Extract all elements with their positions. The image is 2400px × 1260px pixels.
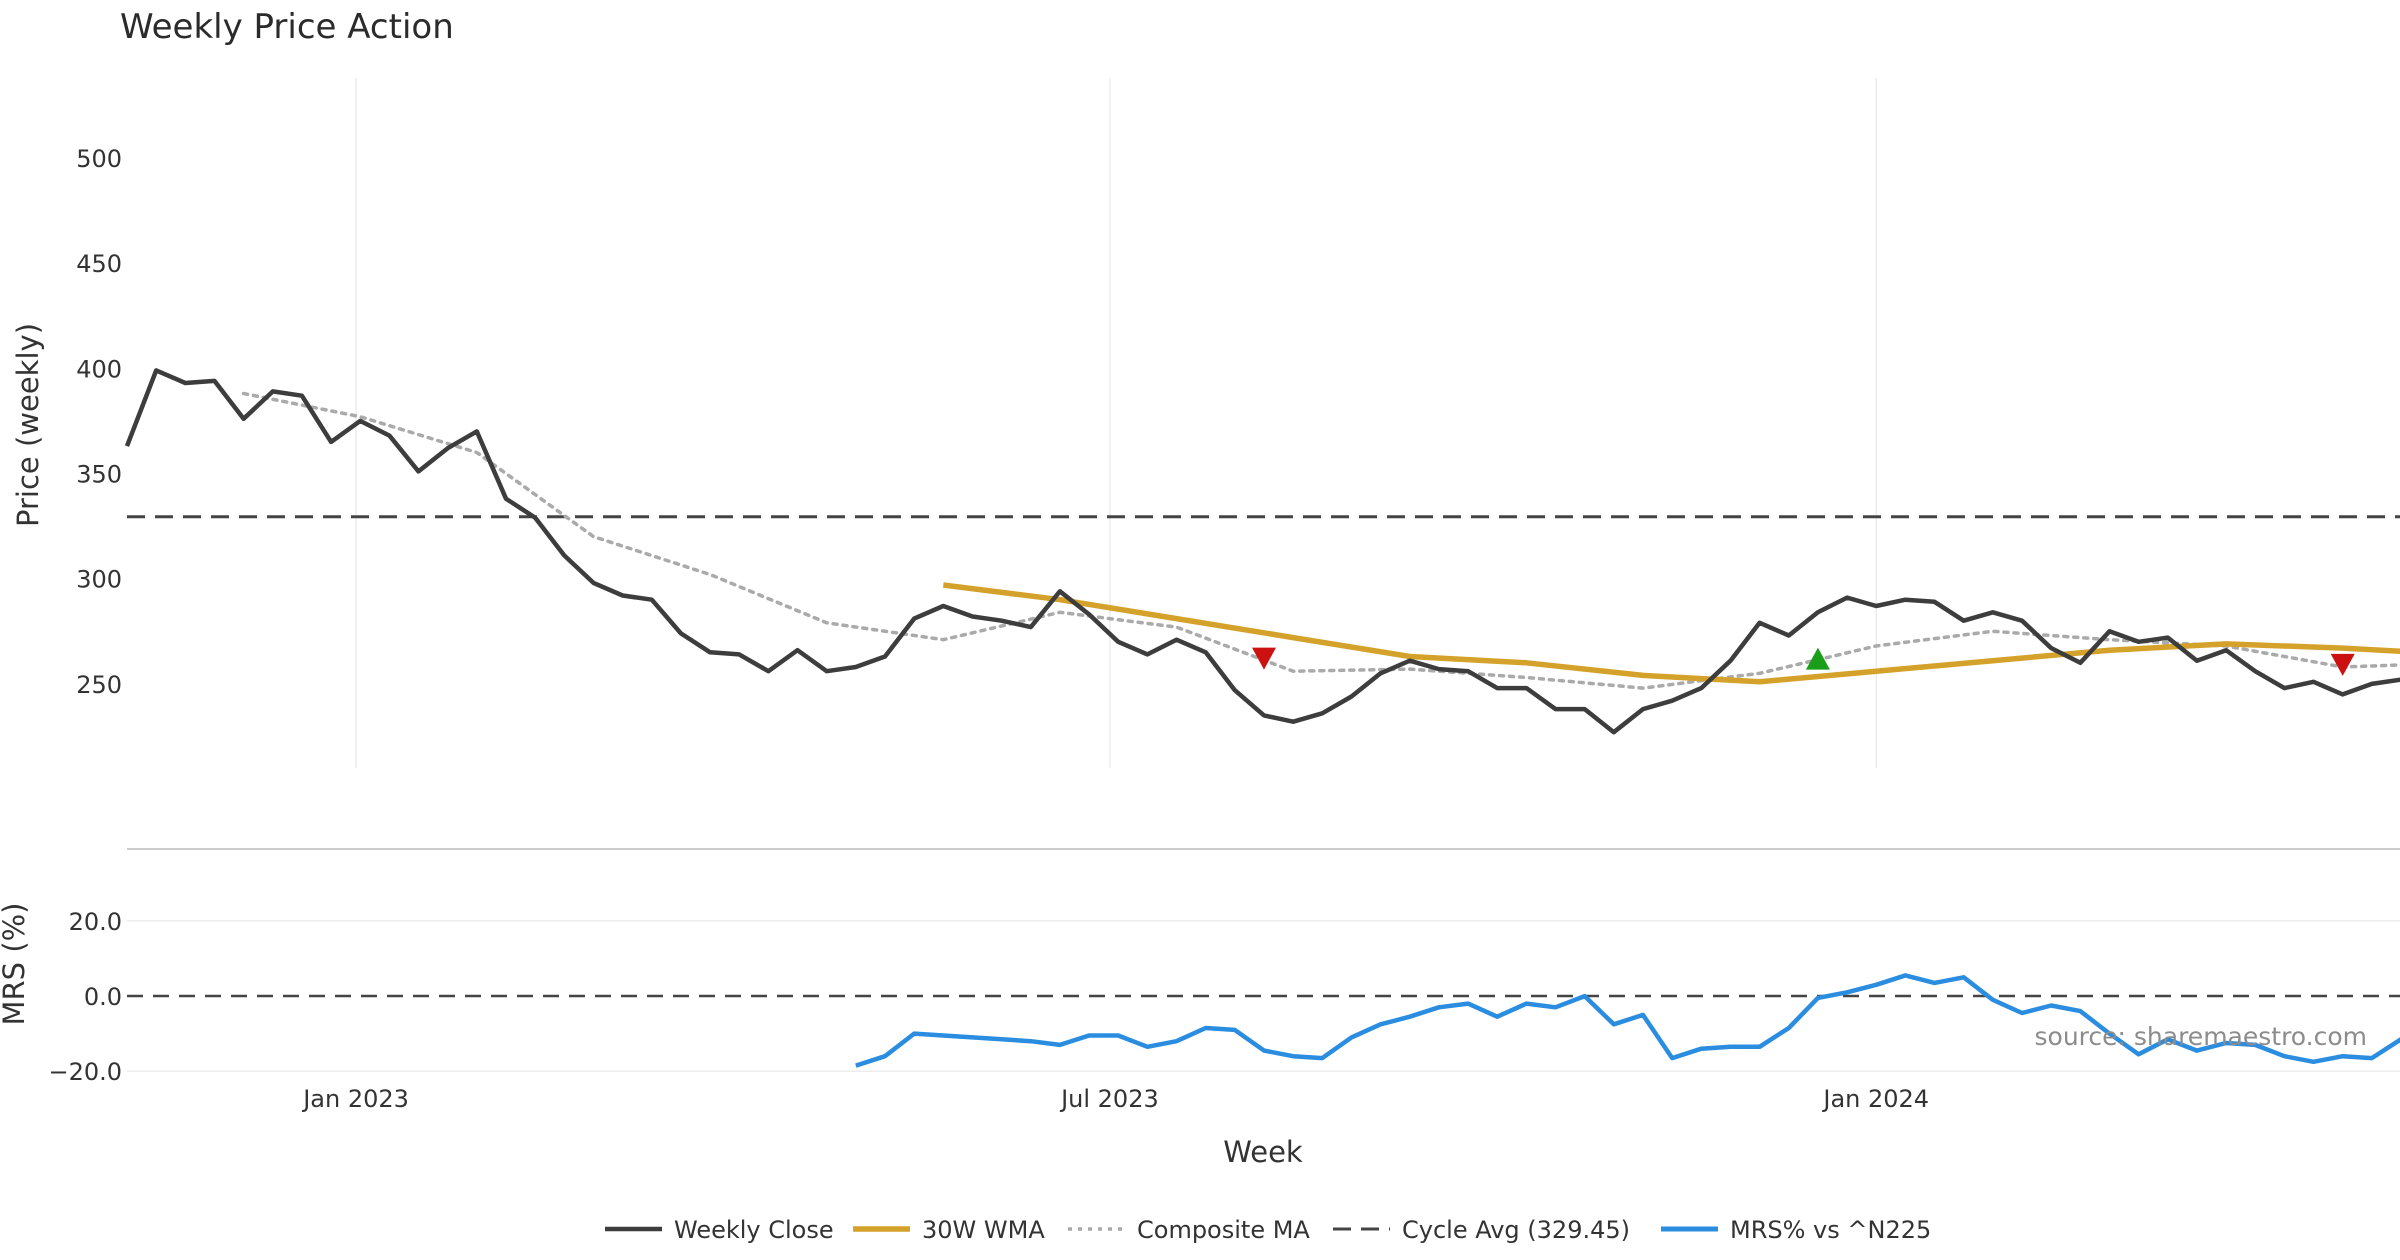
- y-tick-label: 350: [76, 460, 122, 488]
- chart-title: Weekly Price Action: [120, 7, 454, 47]
- legend-label: 30W WMA: [922, 1216, 1045, 1244]
- price-series: [124, 368, 2400, 735]
- mrs-y-axis: 20.0 0.0 −20.0: [48, 908, 122, 1086]
- sell-signal-marker: [2330, 653, 2355, 676]
- x-tick-label: Jan 2024: [1821, 1085, 1929, 1113]
- wma-30w-line: [942, 582, 2400, 685]
- legend-label: Cycle Avg (329.45): [1402, 1216, 1630, 1244]
- y-tick-label: 0.0: [84, 983, 122, 1011]
- y-tick-label: 500: [76, 145, 122, 173]
- y-tick-label: 400: [76, 355, 122, 383]
- y-tick-label: −20.0: [48, 1058, 122, 1086]
- sell-signal-marker: [1252, 647, 1276, 670]
- mrs-line: [855, 973, 2400, 1068]
- x-axis-label: Week: [1223, 1135, 1303, 1169]
- price-y-axis: 250 300 350 400 450 500: [76, 145, 122, 699]
- weekly-close-line: [124, 368, 2400, 735]
- mrs-panel-grid: [127, 920, 2400, 1072]
- y-tick-label: 450: [76, 250, 122, 278]
- x-tick-label: Jul 2023: [1059, 1085, 1159, 1113]
- signal-markers: [1252, 647, 2355, 676]
- buy-signal-marker: [1805, 647, 1830, 670]
- y-tick-label: 20.0: [69, 908, 122, 936]
- composite-ma-line: [241, 391, 2400, 690]
- y-tick-label: 250: [76, 671, 122, 699]
- mrs-series: [127, 973, 2400, 1068]
- y-tick-label: 300: [76, 566, 122, 594]
- mrs-y-axis-label: MRS (%): [0, 903, 31, 1026]
- legend-label: Weekly Close: [674, 1216, 834, 1244]
- price-y-axis-label: Price (weekly): [11, 323, 45, 527]
- x-tick-label: Jan 2023: [301, 1085, 409, 1113]
- legend-label: MRS% vs ^N225: [1730, 1216, 1931, 1244]
- price-panel-grid: [355, 78, 1877, 768]
- chart-legend: Weekly Close 30W WMA Composite MA Cycle Avg…: [605, 1216, 1931, 1244]
- legend-label: Composite MA: [1137, 1216, 1310, 1244]
- source-annotation: source: sharemaestro.com: [2035, 1022, 2368, 1051]
